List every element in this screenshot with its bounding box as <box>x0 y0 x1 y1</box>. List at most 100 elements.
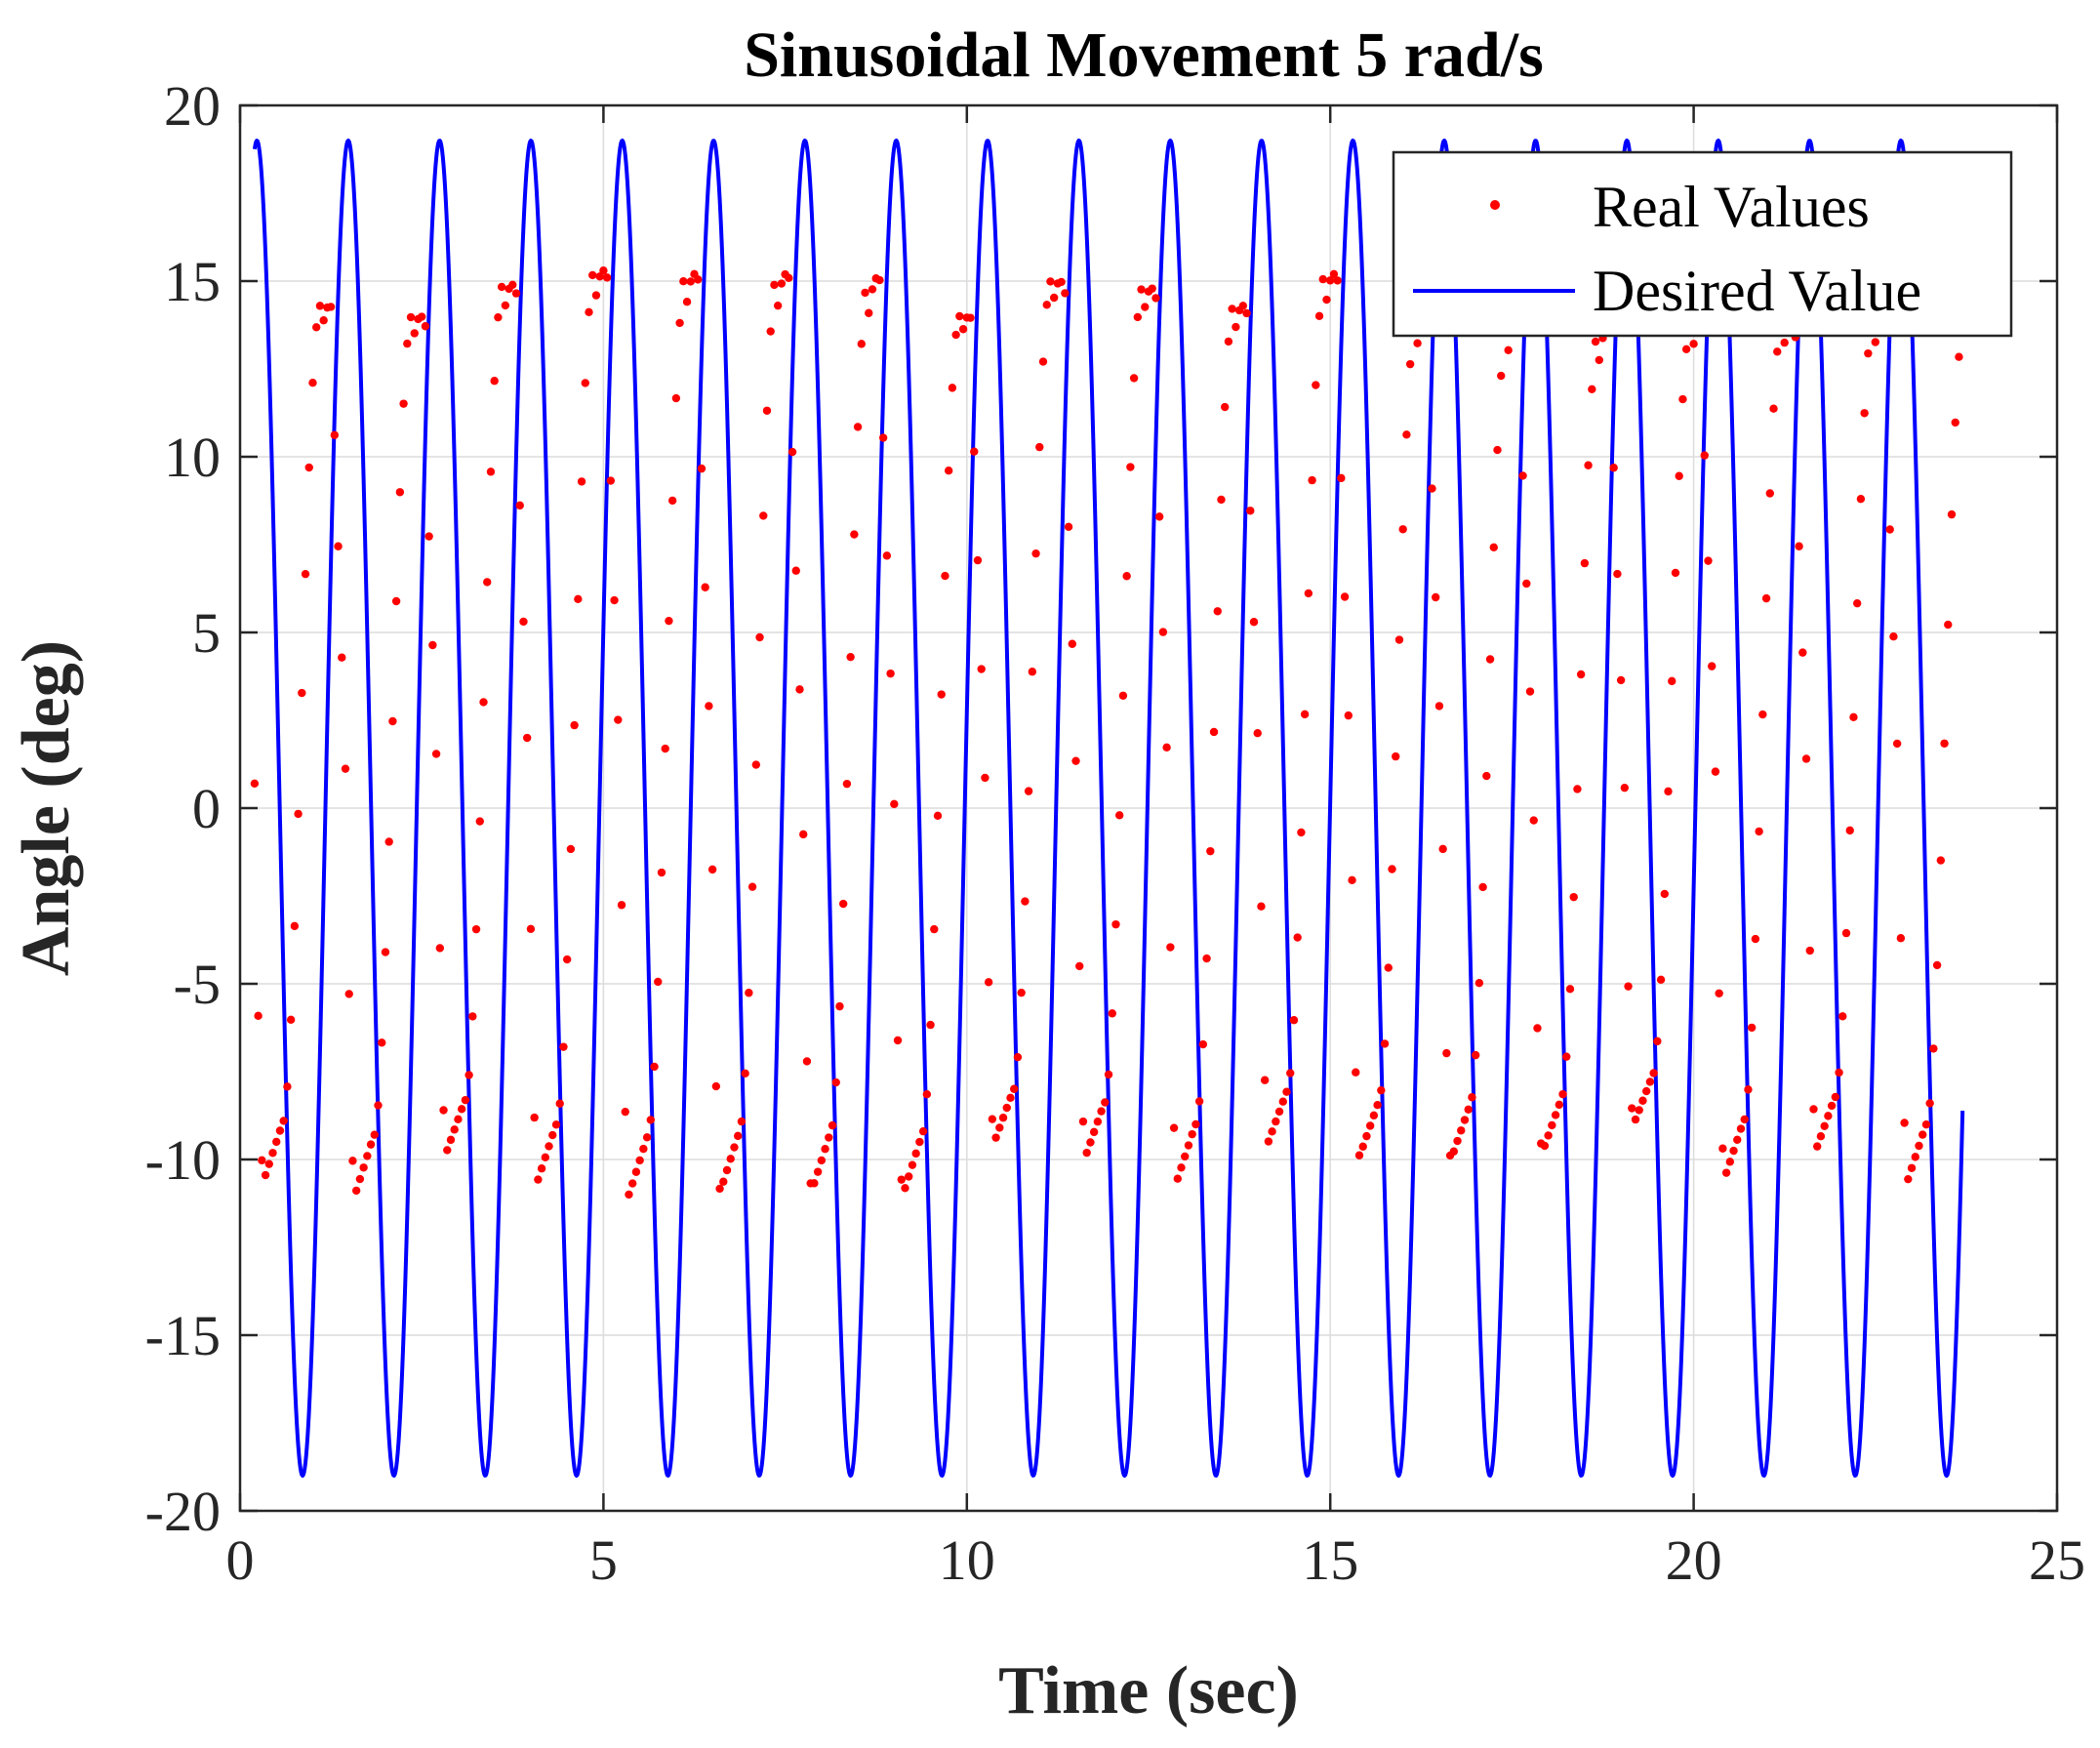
real-value-point <box>770 280 779 290</box>
real-value-point <box>381 948 390 956</box>
real-value-point <box>1173 1174 1182 1183</box>
real-value-point <box>1824 1112 1833 1120</box>
real-value-point <box>893 1036 903 1045</box>
real-value-point <box>857 340 866 348</box>
real-value-point <box>733 1131 743 1141</box>
real-value-point <box>1297 828 1306 837</box>
real-value-point <box>602 273 612 282</box>
real-value-point <box>530 1113 539 1122</box>
real-value-point <box>875 275 884 285</box>
real-value-point <box>1809 1105 1818 1114</box>
real-value-point <box>1388 865 1396 874</box>
real-value-point <box>948 384 957 392</box>
real-value-point <box>574 594 583 604</box>
real-value-point <box>1911 1153 1919 1161</box>
real-value-point <box>1460 1116 1470 1124</box>
real-value-point <box>1555 1100 1564 1110</box>
real-value-point <box>391 596 401 606</box>
series-desired-value <box>252 139 1965 1478</box>
real-value-point <box>348 1157 357 1165</box>
real-value-point <box>279 1117 288 1125</box>
real-value-point <box>283 1082 292 1091</box>
real-value-point <box>890 799 899 809</box>
real-value-point <box>1580 558 1590 568</box>
real-value-point <box>1540 1141 1550 1151</box>
real-value-point <box>1613 569 1622 579</box>
real-value-point <box>922 1090 932 1099</box>
real-value-point <box>1158 628 1168 636</box>
real-value-point <box>1017 988 1026 997</box>
real-value-point <box>1224 337 1233 346</box>
real-value-point <box>1631 1115 1640 1124</box>
real-value-point <box>1805 946 1814 955</box>
real-value-point <box>861 288 869 298</box>
real-value-point <box>581 379 589 387</box>
real-value-point <box>264 1159 273 1168</box>
real-value-point <box>1864 348 1873 358</box>
real-value-point <box>1061 289 1070 298</box>
real-value-point <box>1761 593 1771 603</box>
real-value-point <box>1413 339 1422 347</box>
real-value-point <box>1380 1039 1390 1048</box>
real-value-point <box>926 1020 935 1030</box>
real-value-point <box>835 1001 844 1011</box>
real-value-point <box>701 583 709 591</box>
real-value-point <box>813 1167 823 1176</box>
real-value-point <box>1595 355 1603 365</box>
real-value-point <box>802 1057 812 1066</box>
real-value-point <box>930 924 939 934</box>
real-value-point <box>1024 787 1033 795</box>
real-value-point <box>1329 269 1339 278</box>
legend-box <box>1392 150 2013 338</box>
real-value-point <box>1348 875 1356 885</box>
real-value-point <box>1929 1044 1938 1053</box>
real-value-point <box>1402 430 1411 439</box>
real-value-point <box>464 1071 473 1079</box>
real-value-point <box>1318 274 1327 284</box>
real-value-point <box>1533 1024 1542 1033</box>
real-value-point <box>1013 1052 1023 1062</box>
real-value-point <box>588 270 597 280</box>
real-value-point <box>1057 277 1066 287</box>
real-value-point <box>1314 311 1324 320</box>
real-value-point <box>1217 495 1226 505</box>
real-value-point <box>497 282 506 292</box>
real-value-point <box>842 779 852 789</box>
real-value-point <box>650 1062 659 1072</box>
legend-marker-real-values <box>1490 200 1500 210</box>
real-value-point <box>995 1123 1004 1132</box>
real-value-point <box>250 779 260 788</box>
real-value-point <box>479 698 488 707</box>
real-value-point <box>1668 676 1676 686</box>
real-value-point <box>1478 882 1487 892</box>
real-value-point <box>1518 471 1527 480</box>
real-value-point <box>1384 963 1393 972</box>
real-value-point <box>1758 710 1767 719</box>
real-value-point <box>418 312 426 321</box>
real-value-point <box>1097 1107 1106 1116</box>
real-value-point <box>621 1107 629 1117</box>
real-value-point <box>526 924 536 933</box>
real-value-point <box>334 542 343 550</box>
real-value-point <box>410 329 419 338</box>
real-value-point <box>1565 985 1575 994</box>
real-value-point <box>1548 1120 1556 1130</box>
real-value-point <box>694 275 703 284</box>
real-value-point <box>1835 1068 1843 1077</box>
x-tick-label: 10 <box>939 1528 995 1592</box>
real-value-point <box>908 1160 917 1169</box>
real-value-point <box>1525 687 1535 696</box>
real-value-point <box>1101 1098 1110 1107</box>
real-value-point <box>606 476 616 485</box>
real-value-point <box>1718 1144 1727 1153</box>
real-value-point <box>403 339 412 348</box>
real-value-point <box>1264 1137 1273 1146</box>
real-value-point <box>988 1115 997 1123</box>
real-value-point <box>905 1172 913 1181</box>
real-value-point <box>1308 475 1316 485</box>
real-value-point <box>635 1156 644 1165</box>
real-value-point <box>755 632 764 642</box>
real-value-point <box>1238 302 1248 310</box>
real-value-point <box>1576 670 1586 679</box>
real-value-point <box>1856 494 1866 504</box>
